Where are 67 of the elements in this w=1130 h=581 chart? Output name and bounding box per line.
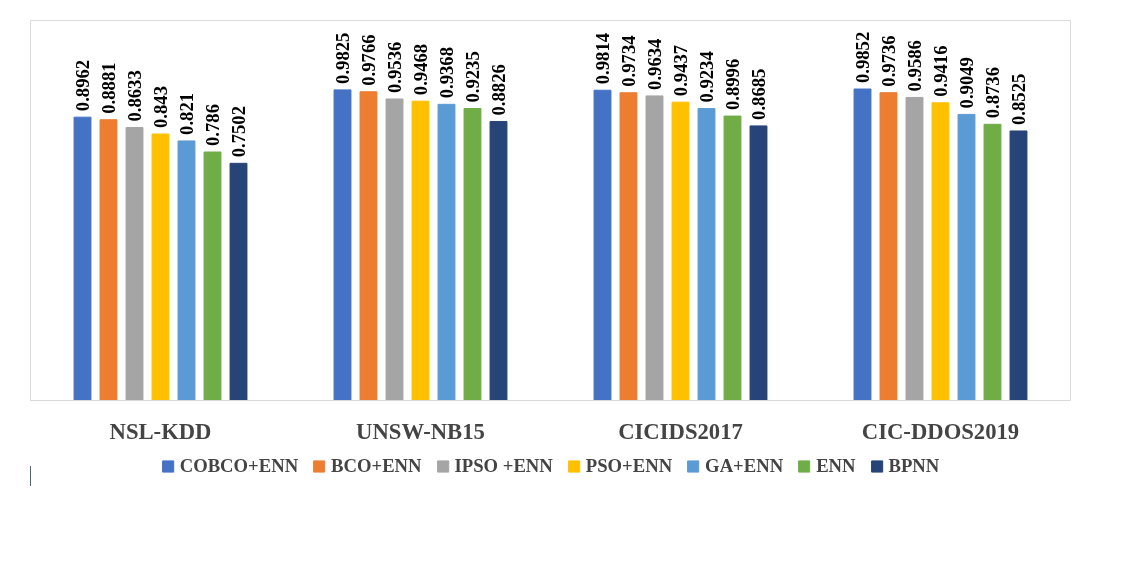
data-label: 0.9814 xyxy=(592,32,613,85)
bar xyxy=(333,89,352,401)
data-label: 0.9437 xyxy=(670,44,691,97)
data-label: 0.9235 xyxy=(462,51,483,103)
bar xyxy=(879,92,898,401)
bar xyxy=(177,140,196,401)
data-label: 0.9852 xyxy=(852,31,873,84)
data-label: 0.9049 xyxy=(956,57,977,109)
bar xyxy=(905,96,924,401)
legend-label: GA+ENN xyxy=(705,455,784,477)
bar xyxy=(983,123,1002,401)
bar xyxy=(957,113,976,401)
bar xyxy=(671,101,690,401)
x-tick-label: NSL-KDD xyxy=(109,418,212,444)
data-label: 0.9536 xyxy=(384,41,405,94)
legend-label: IPSO +ENN xyxy=(454,455,553,477)
data-label: 0.843 xyxy=(150,86,171,128)
data-label: 0.8525 xyxy=(1008,73,1029,125)
data-label: 0.9736 xyxy=(878,35,899,87)
bar xyxy=(697,108,716,401)
bar xyxy=(203,151,222,401)
data-label: 0.8736 xyxy=(982,66,1003,119)
bar xyxy=(125,127,144,401)
data-label: 0.9586 xyxy=(904,40,925,92)
bar xyxy=(73,116,92,401)
bar xyxy=(385,98,404,401)
data-label: 0.8685 xyxy=(748,68,769,120)
bar xyxy=(151,133,170,401)
data-label: 0.8633 xyxy=(124,70,145,122)
legend-label: ENN xyxy=(816,455,856,477)
data-label: 0.9825 xyxy=(332,32,353,84)
legend-label: BCO+ENN xyxy=(331,455,422,477)
data-label: 0.8962 xyxy=(72,59,93,112)
bar xyxy=(749,125,768,401)
data-label: 0.9468 xyxy=(410,43,431,96)
legend-label: COBCO+ENN xyxy=(179,455,299,477)
data-label: 0.9368 xyxy=(436,47,457,99)
data-label: 0.9416 xyxy=(930,45,951,97)
bar xyxy=(411,100,430,401)
bar xyxy=(931,102,950,401)
data-label: 0.7502 xyxy=(228,106,249,158)
data-label: 0.9734 xyxy=(618,35,639,87)
data-label: 0.8996 xyxy=(722,58,743,111)
data-label: 0.8881 xyxy=(98,62,119,114)
bar xyxy=(463,108,482,401)
bar xyxy=(593,89,612,401)
x-tick-label: CIC-DDOS2019 xyxy=(861,418,1020,444)
bar xyxy=(853,88,872,401)
bar xyxy=(619,92,638,401)
data-label: 0.9766 xyxy=(358,34,379,86)
bar xyxy=(489,120,508,401)
bar xyxy=(99,119,118,401)
bar xyxy=(359,91,378,401)
x-tick-label: CICIDS2017 xyxy=(618,418,743,444)
data-label: 0.9634 xyxy=(644,38,665,90)
bar xyxy=(437,103,456,401)
data-label: 0.821 xyxy=(176,92,197,135)
data-label: 0.9234 xyxy=(696,51,717,103)
x-tick-label: UNSW-NB15 xyxy=(356,418,485,444)
data-label: 0.8826 xyxy=(488,64,509,116)
bar xyxy=(1009,130,1028,401)
legend-label: PSO+ENN xyxy=(585,455,673,477)
data-label: 0.786 xyxy=(202,104,223,146)
bar xyxy=(723,115,742,401)
bar xyxy=(645,95,664,401)
bar xyxy=(229,162,248,401)
legend-label: BPNN xyxy=(888,455,940,477)
